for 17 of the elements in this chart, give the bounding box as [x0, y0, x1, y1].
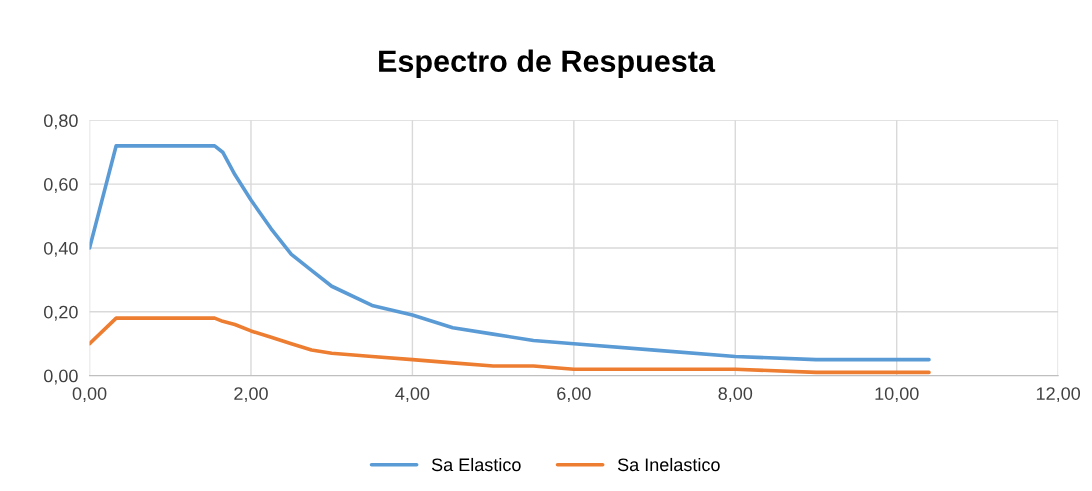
x-tick-label: 12,00 [1036, 387, 1081, 403]
line-series [89, 144, 931, 362]
legend-label: Sa Elastico [431, 457, 521, 472]
y-tick-label: 0,80 [44, 114, 78, 130]
x-tick-label: 8,00 [718, 387, 753, 403]
y-tick-label: 0,40 [44, 241, 78, 257]
x-tick-label: 2,00 [234, 387, 268, 403]
y-tick-label: 0,00 [44, 369, 78, 385]
line-series [89, 316, 931, 375]
x-tick-label: 4,00 [395, 387, 430, 403]
legend-label: Sa Inelastico [617, 457, 720, 472]
x-tick-label: 6,00 [557, 387, 591, 403]
x-tick-label: 0,00 [72, 387, 107, 403]
x-tick-label: 10,00 [875, 387, 919, 403]
y-tick-label: 0,60 [44, 178, 78, 193]
chart-title: Espectro de Respuesta [379, 49, 716, 79]
y-tick-label: 0,20 [44, 305, 78, 321]
